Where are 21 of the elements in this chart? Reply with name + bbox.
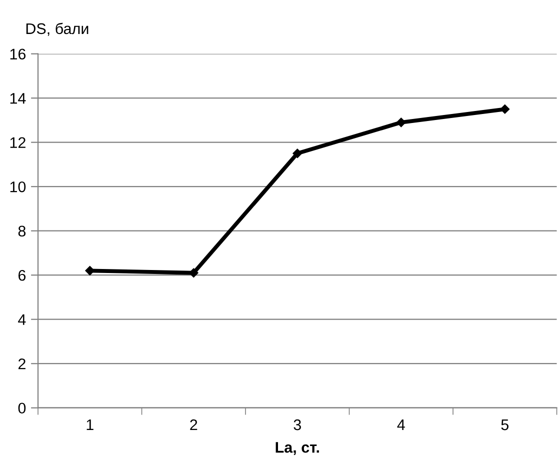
x-tick-label: 5 — [501, 420, 508, 430]
x-tick-label: 4 — [397, 420, 405, 430]
y-tick-label: 4 — [18, 314, 26, 325]
y-tick-label: 8 — [18, 226, 26, 237]
point — [500, 104, 510, 114]
y-tick-label: 10 — [10, 181, 26, 192]
y-axis-title: DS, бали — [26, 22, 88, 36]
x-tick-label: 1 — [86, 420, 94, 430]
x-tick-label: 2 — [190, 419, 198, 430]
y-tick-label: 6 — [18, 270, 26, 281]
y-tick-label: 14 — [10, 93, 26, 104]
y-tick-label: 0 — [18, 402, 26, 414]
y-tick-label: 2 — [18, 358, 26, 370]
x-tick-label: 3 — [294, 419, 301, 430]
y-tick-label: 16 — [10, 48, 26, 60]
point — [396, 118, 406, 128]
point — [189, 268, 198, 278]
x-axis-title: La, ст. — [276, 442, 319, 455]
y-tick-label: 12 — [10, 137, 26, 148]
point — [292, 148, 302, 158]
point — [85, 266, 95, 276]
